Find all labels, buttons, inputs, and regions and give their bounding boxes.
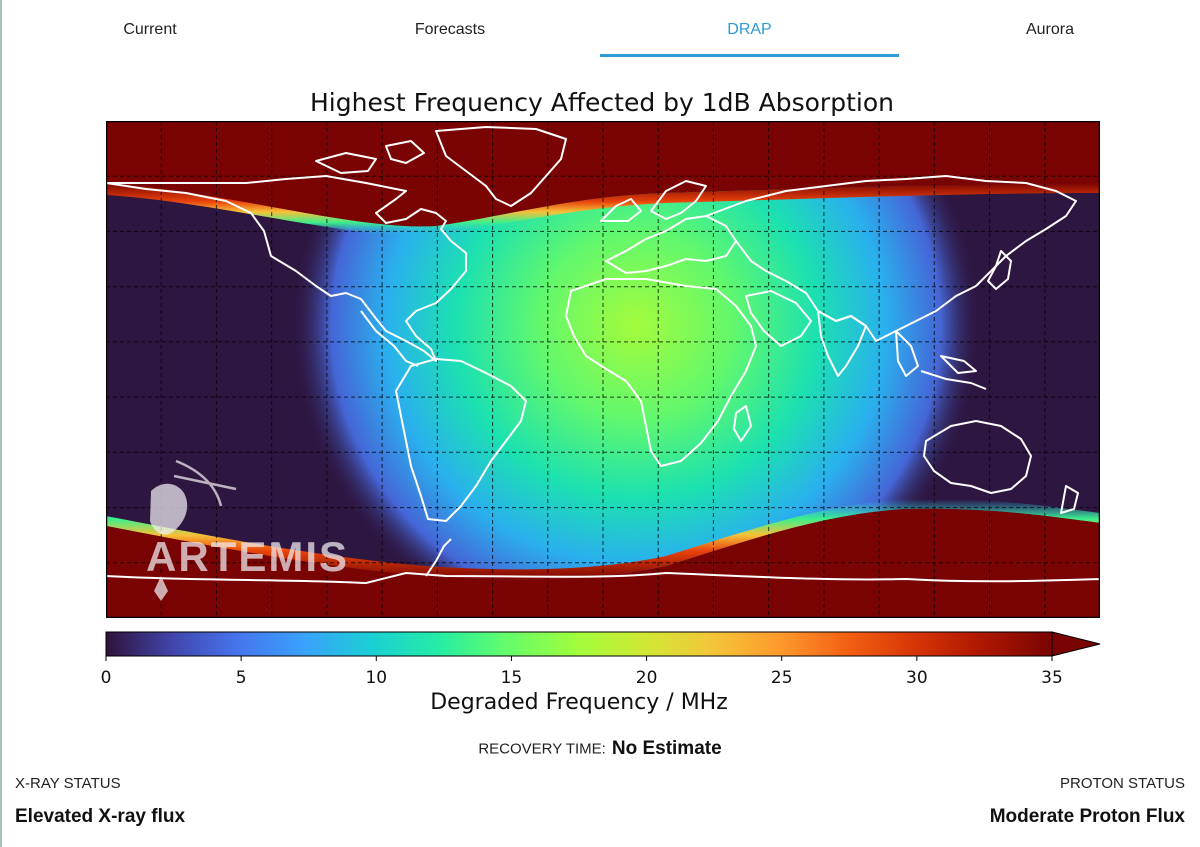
colorbar-label: Degraded Frequency / MHz: [430, 690, 728, 715]
tab-drap[interactable]: DRAP: [727, 21, 772, 38]
tab-current[interactable]: Current: [123, 21, 177, 38]
coastlines: [106, 126, 1100, 584]
colorbar-tick-label: 25: [771, 668, 793, 688]
tab-aurora[interactable]: Aurora: [1025, 21, 1075, 38]
recovery-time: RECOVERY TIME: No Estimate: [0, 738, 1200, 760]
colorbar-extend-arrow: [1051, 631, 1101, 657]
svg-text:ARTEMIS: ARTEMIS: [146, 533, 349, 580]
tab-forecasts[interactable]: Forecasts: [414, 21, 486, 38]
active-tab-indicator: [600, 54, 899, 57]
colorbar-tick-label: 10: [365, 668, 387, 688]
tab-bar: Current Forecasts DRAP Aurora: [0, 0, 1200, 60]
south-polar-cap: [106, 508, 1100, 618]
colorbar-tick-label: 0: [101, 668, 112, 688]
proton-status-value: Moderate Proton Flux: [989, 806, 1185, 827]
colorbar: 0 5 10 15 20 25 30 35: [101, 631, 1101, 688]
xray-status-value: Elevated X-ray flux: [15, 806, 186, 827]
drap-map: ARTEMIS: [106, 121, 1100, 618]
north-cap-edge: [106, 183, 1100, 236]
south-cap-edge: [106, 498, 1100, 580]
recovery-time-label: RECOVERY TIME:: [478, 740, 606, 758]
colorbar-frame: [105, 631, 1053, 657]
colorbar-tick-label: 5: [236, 668, 247, 688]
window-edge: [0, 0, 2, 847]
colorbar-gradient: [106, 632, 1052, 656]
xray-status-label: X-RAY STATUS: [15, 775, 121, 792]
proton-status-label: PROTON STATUS: [1059, 775, 1185, 792]
artemis-watermark: ARTEMIS: [146, 459, 349, 601]
map-frame: [106, 121, 1100, 618]
colorbar-tick-label: 20: [636, 668, 658, 688]
dayside-absorption: [206, 121, 1046, 618]
colorbar-tick-label: 30: [906, 668, 928, 688]
colorbar-tick-label: 15: [501, 668, 523, 688]
colorbar-tick-label: 35: [1041, 668, 1063, 688]
colorbar-ticks: 0 5 10 15 20 25 30 35: [101, 656, 1063, 688]
recovery-time-value: No Estimate: [611, 738, 722, 759]
chart-title: Highest Frequency Affected by 1dB Absorp…: [310, 88, 894, 117]
